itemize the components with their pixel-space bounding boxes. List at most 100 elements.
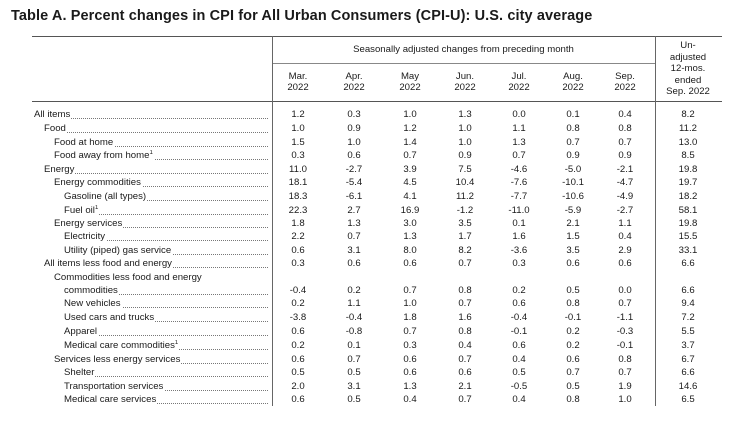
footnote-marker: 1 [174, 340, 179, 346]
cell-value: 0.8 [566, 394, 580, 405]
dot-leader [84, 321, 268, 322]
cell-value: 0.6 [458, 367, 472, 378]
cell-value: 0.2 [566, 326, 580, 337]
month-header: Apr. 2022 [329, 71, 379, 93]
row-label: Utility (piped) gas service [64, 245, 173, 257]
dot-leader [84, 307, 268, 308]
unadjusted-header-line: Sep. 2022 [666, 86, 710, 97]
cell-value: -2.7 [345, 164, 363, 175]
cell-value: 0.5 [512, 367, 526, 378]
month-header-year: 2022 [454, 82, 476, 93]
cell-unadjusted: 15.5 [678, 231, 698, 242]
cell-value: 3.0 [403, 218, 417, 229]
unadjusted-header-line: Un- [680, 40, 696, 51]
dot-leader [84, 200, 268, 201]
dot-leader [74, 146, 268, 147]
cell-value: 1.8 [403, 312, 417, 323]
month-header-month: Jul. [511, 71, 527, 82]
row-label-text: Medical care services [64, 394, 157, 405]
month-header-month: Mar. [288, 71, 308, 82]
row-label: Energy commodities [54, 177, 142, 189]
cell-value: 0.6 [291, 326, 305, 337]
month-header-year: 2022 [343, 82, 365, 93]
cell-value: 0.7 [458, 394, 472, 405]
cell-value: 1.3 [403, 231, 417, 242]
cell-value: 0.4 [458, 340, 472, 351]
cell-value: 0.4 [618, 231, 632, 242]
cell-value: 0.6 [403, 367, 417, 378]
unadjusted-header: Un- adjusted 12-mos. ended Sep. 2022 [655, 40, 721, 98]
cell-value: 2.7 [347, 205, 361, 216]
cell-value: 1.0 [458, 123, 472, 134]
header-mid-rule [272, 63, 655, 64]
cell-unadjusted: 6.7 [681, 354, 695, 365]
cell-value: 1.8 [291, 218, 305, 229]
cell-value: 1.4 [403, 137, 417, 148]
cell-value: 0.8 [566, 123, 580, 134]
month-header: Mar. 2022 [273, 71, 323, 93]
cell-value: -1.2 [456, 205, 474, 216]
cell-value: 1.0 [403, 298, 417, 309]
dot-leader [84, 294, 268, 295]
month-header-month: Sep. [615, 71, 635, 82]
cell-value: 0.6 [403, 354, 417, 365]
row-label-text: Energy commodities [54, 177, 141, 188]
cell-value: 3.9 [403, 164, 417, 175]
cell-value: 0.8 [458, 285, 472, 296]
cell-value: 0.7 [512, 150, 526, 161]
cell-value: 18.3 [288, 191, 308, 202]
cell-value: -11.0 [508, 205, 530, 216]
cell-value: 1.2 [403, 123, 417, 134]
cell-value: -0.1 [510, 326, 528, 337]
row-label-text: New vehicles [64, 298, 121, 309]
cell-value: 0.2 [512, 285, 526, 296]
row-label: Apparel [64, 326, 99, 338]
month-header-month: Aug. [563, 71, 583, 82]
seasonal-group-header: Seasonally adjusted changes from precedi… [353, 44, 574, 55]
cell-value: 4.5 [403, 177, 417, 188]
cell-value: -7.6 [510, 177, 528, 188]
cell-value: 0.9 [618, 150, 632, 161]
dot-leader [84, 254, 268, 255]
cell-value: 3.5 [458, 218, 472, 229]
cell-value: 0.8 [458, 326, 472, 337]
cell-value: 0.2 [566, 340, 580, 351]
cell-value: 1.5 [566, 231, 580, 242]
row-label-continuation: commodities [64, 285, 119, 297]
cell-unadjusted: 6.6 [681, 367, 695, 378]
cell-value: 0.6 [347, 150, 361, 161]
cell-value: 0.7 [403, 150, 417, 161]
cell-value: 0.6 [618, 258, 632, 269]
cell-unadjusted: 7.2 [681, 312, 695, 323]
cell-value: -5.0 [564, 164, 582, 175]
cell-value: 18.1 [288, 177, 308, 188]
row-label: Medical care services [64, 394, 158, 406]
cell-value: 0.7 [566, 137, 580, 148]
cell-value: 10.4 [455, 177, 475, 188]
cell-unadjusted: 19.8 [678, 218, 698, 229]
cell-value: 0.4 [618, 109, 632, 120]
month-header-year: 2022 [614, 82, 636, 93]
cell-value: 0.1 [566, 109, 580, 120]
cell-value: 0.6 [512, 298, 526, 309]
row-label: Services less energy services [54, 354, 182, 366]
dot-leader [54, 118, 268, 119]
dot-leader [74, 186, 268, 187]
cell-unadjusted: 6.6 [681, 285, 695, 296]
row-label-text: Fuel oil [64, 205, 95, 216]
cell-value: 3.1 [347, 381, 361, 392]
cell-value: 0.7 [403, 326, 417, 337]
cell-value: 1.3 [347, 218, 361, 229]
cell-value: 0.7 [347, 231, 361, 242]
cell-value: 0.4 [403, 394, 417, 405]
cell-unadjusted: 5.5 [681, 326, 695, 337]
cell-value: 0.5 [566, 285, 580, 296]
row-label-text: Medical care commodities [64, 340, 175, 351]
cell-value: -1.1 [616, 312, 634, 323]
unadjusted-header-line: adjusted [669, 51, 707, 63]
cell-value: 1.0 [347, 137, 361, 148]
row-label-text: Services less energy services [54, 354, 181, 365]
header-bottom-rule [32, 101, 722, 102]
cell-value: 1.9 [618, 381, 632, 392]
dot-leader [64, 173, 268, 174]
